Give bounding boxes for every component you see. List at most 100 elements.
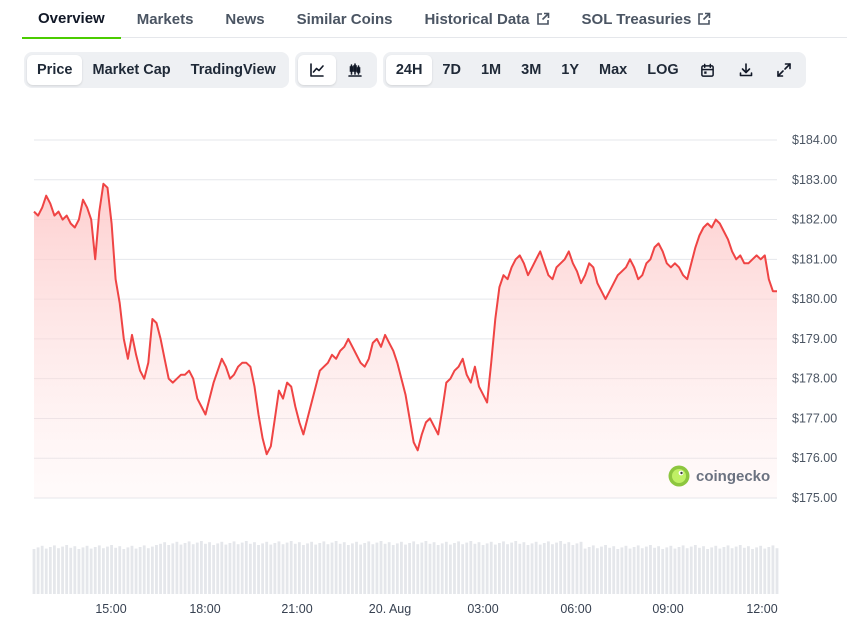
tab-news[interactable]: News	[225, 10, 265, 28]
fullscreen-icon	[776, 63, 791, 77]
volume-bar	[767, 547, 771, 594]
volume-bar	[522, 542, 526, 594]
volume-bar	[334, 541, 338, 594]
volume-bar	[408, 543, 411, 594]
candlestick-chart-button[interactable]	[336, 55, 374, 85]
volume-bar	[204, 543, 207, 594]
volume-bar	[763, 548, 767, 594]
volume-bar	[481, 545, 485, 594]
view-switcher: Price Market Cap TradingView	[24, 52, 289, 88]
volume-bar	[89, 548, 93, 594]
volume-bar	[391, 545, 395, 594]
volume-bar	[685, 548, 689, 594]
volume-bar	[122, 549, 126, 594]
range-7d-button[interactable]: 7D	[442, 62, 461, 78]
volume-bar	[698, 547, 701, 594]
volume-bar	[73, 546, 77, 594]
range-switcher: 24H 7D 1M 3M 1Y Max LOG	[382, 52, 806, 88]
volume-bar	[771, 545, 775, 594]
volume-bar	[751, 549, 754, 594]
x-tick-label: 09:00	[652, 602, 683, 616]
price-area	[34, 183, 777, 499]
tab-sol-treasuries-label: SOL Treasuries	[581, 10, 692, 28]
volume-bar	[457, 541, 460, 594]
view-price-button[interactable]: Price	[27, 55, 83, 85]
volume-bar	[130, 545, 134, 594]
volume-bar	[216, 543, 220, 594]
tab-historical-data[interactable]: Historical Data	[424, 0, 549, 38]
volume-bar	[265, 541, 269, 594]
volume-bar	[48, 547, 52, 594]
range-1y-button[interactable]: 1Y	[561, 62, 580, 78]
volume-bar	[383, 543, 387, 594]
range-3m-button[interactable]: 3M	[521, 62, 542, 78]
calendar-icon	[701, 63, 715, 77]
volume-bar	[665, 547, 669, 594]
volume-bar	[44, 548, 48, 594]
price-chart[interactable]: $184.00 $183.00 $182.00 $181.00 $180.00 $179.…	[0, 100, 847, 632]
volume-bar	[187, 541, 191, 594]
volume-bar	[81, 547, 85, 594]
line-chart-button[interactable]	[297, 55, 336, 85]
volume-bar	[150, 546, 154, 594]
volume-bar	[167, 545, 171, 594]
fullscreen-button[interactable]	[765, 55, 803, 85]
tab-markets[interactable]: Markets	[136, 10, 194, 28]
volume-bar	[297, 542, 301, 594]
range-max-button[interactable]: Max	[599, 62, 628, 78]
x-tick-label: 12:00	[746, 602, 777, 616]
view-tradingview-button[interactable]: TradingView	[190, 62, 276, 78]
volume-bar	[534, 541, 538, 594]
volume-bar	[604, 545, 607, 594]
log-scale-button[interactable]: LOG	[647, 62, 679, 78]
volume-bar	[363, 543, 367, 594]
volume-bar	[424, 541, 428, 594]
volume-bar	[538, 544, 542, 594]
volume-bar	[61, 546, 64, 594]
volume-bar	[371, 544, 375, 594]
volume-bar	[232, 541, 236, 594]
volume-bar	[702, 546, 705, 594]
candlestick-chart-icon	[348, 63, 362, 77]
volume-bar	[542, 543, 546, 594]
volume-bar	[322, 541, 326, 594]
watermark-text: coingecko	[696, 468, 770, 485]
volume-bar	[69, 547, 73, 594]
volume-bar	[432, 542, 436, 594]
tab-overview[interactable]: Overview	[22, 0, 121, 39]
range-24h-button[interactable]: 24H	[385, 55, 433, 85]
volume-bar	[444, 541, 448, 594]
calendar-button[interactable]	[689, 55, 727, 85]
volume-bar	[416, 544, 420, 594]
volume-bar	[306, 543, 309, 594]
volume-bar	[244, 541, 248, 594]
volume-bar	[526, 545, 530, 594]
volume-bar	[102, 548, 105, 594]
volume-bar	[669, 545, 673, 594]
tab-sol-treasuries[interactable]: SOL Treasuries	[582, 0, 712, 38]
tab-similar-coins[interactable]: Similar Coins	[296, 10, 393, 28]
volume-bar	[567, 542, 571, 594]
y-tick-label: $177.00	[792, 411, 837, 425]
volume-bar	[57, 548, 60, 594]
volume-bar	[677, 547, 681, 594]
download-button[interactable]	[727, 55, 765, 85]
y-tick-label: $180.00	[792, 292, 837, 306]
volume-bar	[277, 541, 281, 594]
volume-bar	[636, 545, 640, 594]
volume-bar	[657, 546, 661, 594]
volume-bar	[428, 543, 432, 594]
x-tick-label: 20. Aug	[369, 602, 411, 616]
external-link-icon	[536, 12, 549, 25]
volume-bar	[726, 545, 730, 594]
view-market-cap-button[interactable]: Market Cap	[92, 62, 171, 78]
y-tick-label: $178.00	[792, 372, 837, 386]
range-1m-button[interactable]: 1M	[480, 62, 502, 78]
volume-bar	[134, 548, 138, 594]
volume-bar	[473, 543, 477, 594]
volume-bar	[273, 543, 277, 594]
volume-bar	[240, 542, 244, 594]
volume-bar	[53, 545, 56, 594]
volume-bar	[612, 546, 616, 594]
volume-bar	[269, 544, 273, 594]
